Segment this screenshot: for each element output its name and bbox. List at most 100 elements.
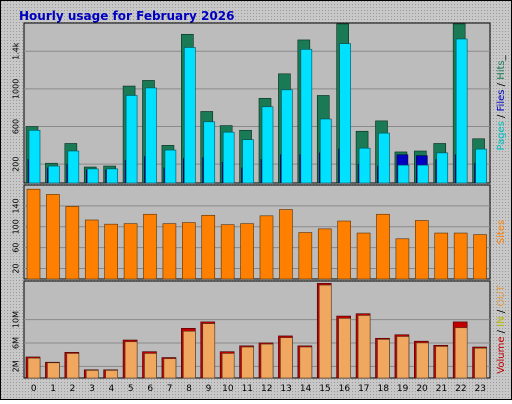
x-tick-label: 16 <box>339 384 351 394</box>
panel-sites-tick-label: 140 <box>12 198 21 213</box>
out-bar-7 <box>163 358 177 379</box>
pages-bar-20 <box>417 164 429 184</box>
panel-hits-tick-label: 600 <box>12 119 21 134</box>
sites-bar-3 <box>84 219 99 280</box>
out-bar-5 <box>124 341 138 379</box>
panel-sites-plot-area <box>23 184 491 280</box>
panel-sites-tick-label: 100 <box>12 219 21 234</box>
panel-volume-axis-label: Volume / IN / OUT <box>496 284 507 373</box>
pages-bar-15 <box>319 118 332 184</box>
pages-bar-2 <box>67 150 80 184</box>
axis-label-part: / <box>496 327 507 337</box>
panel-hits: 200 600 1000 1.4k Pages / Files / Hits_ <box>12 22 507 184</box>
panel-volume-tick-label: 2M <box>12 360 21 372</box>
axis-label-part: / <box>496 111 507 121</box>
pages-bar-9 <box>203 121 216 184</box>
out-bar-9 <box>202 323 216 379</box>
x-tick-label: 6 <box>147 384 153 394</box>
panel-volume-plot-area <box>23 280 491 379</box>
x-tick-label: 13 <box>280 384 291 394</box>
sites-bar-8 <box>182 222 196 280</box>
panel-hits-tick-label: 1.4k <box>12 42 21 60</box>
sites-bar-2 <box>65 206 80 280</box>
x-tick-label: 23 <box>475 384 486 394</box>
panel-sites-tick-label: 60 <box>12 243 21 253</box>
axis-label-part: / <box>496 80 507 90</box>
sites-bar-5 <box>123 223 138 280</box>
sites-bar-17 <box>356 232 371 280</box>
pages-bar-19 <box>397 164 410 184</box>
x-tick-label: 19 <box>397 384 409 394</box>
axis-label-part: IN <box>496 316 507 326</box>
pages-bar-4 <box>106 168 118 184</box>
axis-label-part: Sites <box>496 220 507 244</box>
out-bar-6 <box>144 353 157 379</box>
panel-sites-axis-label: Sites <box>496 220 507 244</box>
x-tick-label: 22 <box>455 384 466 394</box>
x-tick-label: 1 <box>50 384 56 394</box>
pages-bar-14 <box>300 49 313 184</box>
x-tick-label: 12 <box>261 384 272 394</box>
x-tick-label: 5 <box>128 384 134 394</box>
panel-sites: 20 60 100 140 Sites <box>12 184 507 280</box>
sites-bar-1 <box>46 194 60 280</box>
out-bar-0 <box>27 357 41 379</box>
pages-bar-0 <box>28 129 41 184</box>
out-bar-10 <box>221 353 235 379</box>
sites-bar-9 <box>201 214 216 280</box>
out-bar-19 <box>396 336 410 379</box>
x-tick-label: 8 <box>186 384 192 394</box>
x-tick-label: 14 <box>300 384 312 394</box>
out-bar-12 <box>260 343 274 379</box>
sites-bar-4 <box>104 223 118 280</box>
out-bar-14 <box>299 346 313 379</box>
pages-bar-16 <box>339 43 351 184</box>
sites-bar-12 <box>259 215 274 280</box>
out-bar-4 <box>105 370 118 379</box>
panel-volume-tick-label: 10M <box>12 311 21 328</box>
panel-volume: 2M 6M 10M Volume / IN / OUT <box>12 280 507 379</box>
sites-bar-0 <box>26 188 41 280</box>
axis-label-part: Volume <box>496 337 507 374</box>
sites-bar-11 <box>240 223 254 280</box>
pages-bar-5 <box>125 95 138 184</box>
out-bar-3 <box>85 370 99 379</box>
x-tick-label: 20 <box>416 384 428 394</box>
sites-bar-15 <box>317 228 332 280</box>
out-bar-16 <box>338 318 351 379</box>
panel-hits-axis-label: Pages / Files / Hits_ <box>496 54 507 150</box>
out-bar-17 <box>357 315 371 379</box>
x-tick-label: 0 <box>31 384 37 394</box>
out-bar-11 <box>241 346 254 379</box>
x-tick-label: 11 <box>242 384 253 394</box>
axis-label-part: OUT <box>496 284 507 306</box>
pages-bar-21 <box>436 152 449 184</box>
x-tick-label: 2 <box>70 384 76 394</box>
panel-volume-tick-label: 6M <box>12 337 21 349</box>
sites-bar-23 <box>473 234 487 280</box>
sites-bar-19 <box>395 238 410 280</box>
sites-bar-6 <box>143 213 157 280</box>
x-axis-labels: 0 1 2 3 4 5 6 7 8 9 10 11 12 13 14 15 16 17 18 19 20 21 22 23 <box>31 384 486 394</box>
axis-label-part: / <box>496 307 507 317</box>
sites-bar-20 <box>415 220 429 280</box>
panel-hits-tick-label: 1000 <box>12 79 21 99</box>
pages-bar-23 <box>475 148 487 184</box>
x-tick-label: 9 <box>206 384 212 394</box>
out-bar-23 <box>474 347 487 379</box>
out-bar-2 <box>66 353 80 379</box>
panel-hits-tick-label: 200 <box>12 157 21 172</box>
pages-bar-1 <box>48 165 60 184</box>
sites-bar-10 <box>220 224 235 280</box>
pages-bar-13 <box>281 89 293 184</box>
sites-bar-16 <box>337 220 351 280</box>
x-tick-label: 21 <box>436 384 447 394</box>
axis-label-part: _ <box>496 54 507 61</box>
x-tick-label: 3 <box>89 384 95 394</box>
sites-bar-7 <box>162 223 177 280</box>
chart-panels: 200 600 1000 1.4k Pages / Files / Hits_ 20 60 1… <box>12 22 507 379</box>
pages-bar-6 <box>145 87 157 184</box>
axis-label-part: Hits <box>496 60 507 79</box>
x-tick-label: 4 <box>109 384 115 394</box>
pages-bar-17 <box>358 147 371 184</box>
